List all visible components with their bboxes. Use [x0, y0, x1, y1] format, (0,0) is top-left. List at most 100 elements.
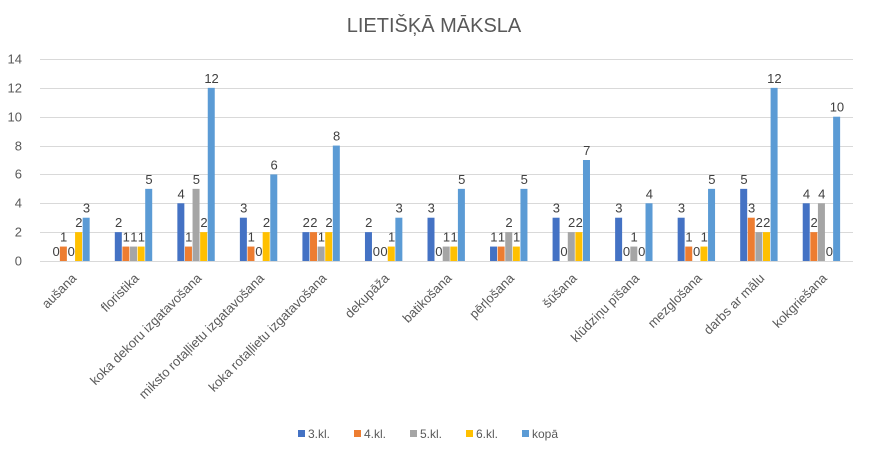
legend-label: 4.kl. — [364, 427, 386, 441]
data-label: 3 — [240, 201, 247, 216]
data-label: 2 — [75, 215, 82, 230]
bar — [567, 232, 575, 261]
bar — [497, 246, 505, 261]
y-tick-label: 8 — [15, 139, 22, 154]
bar — [810, 232, 818, 261]
data-label: 2 — [568, 215, 575, 230]
legend-item: 4.kl. — [354, 427, 386, 441]
bar — [427, 217, 435, 261]
x-category-label: floristika — [98, 270, 143, 315]
data-label: 2 — [576, 215, 583, 230]
bar — [582, 160, 590, 261]
y-tick-label: 12 — [8, 81, 22, 96]
bar — [802, 203, 810, 261]
bar — [762, 232, 770, 261]
legend-label: 6.kl. — [476, 427, 498, 441]
data-label: 1 — [248, 230, 255, 245]
data-label: 5 — [740, 172, 747, 187]
legend-item: 6.kl. — [466, 427, 498, 441]
bar — [708, 188, 716, 261]
data-label: 0 — [638, 244, 645, 259]
bar — [184, 246, 192, 261]
data-label: 1 — [123, 230, 130, 245]
data-label: 0 — [373, 244, 380, 259]
legend-item: kopā — [522, 427, 558, 441]
legend-swatch — [466, 430, 473, 437]
data-label: 1 — [498, 230, 505, 245]
data-label: 5 — [708, 172, 715, 187]
bar — [317, 246, 325, 261]
legend-label: kopā — [532, 427, 558, 441]
data-label: 4 — [818, 186, 825, 201]
data-label: 2 — [763, 215, 770, 230]
x-category-label: mezglošana — [645, 270, 706, 331]
bar — [200, 232, 208, 261]
data-label: 3 — [428, 201, 435, 216]
bar — [75, 232, 83, 261]
data-label: 1 — [631, 230, 638, 245]
x-category-label: pērļošana — [466, 270, 518, 322]
data-label: 2 — [325, 215, 332, 230]
bar — [552, 217, 560, 261]
data-label: 3 — [615, 201, 622, 216]
y-tick-label: 6 — [15, 167, 22, 182]
bar — [239, 217, 247, 261]
legend-label: 5.kl. — [420, 427, 442, 441]
bar — [685, 246, 693, 261]
bar — [817, 203, 825, 261]
bar — [615, 217, 623, 261]
legend-item: 5.kl. — [410, 427, 442, 441]
bar — [677, 217, 685, 261]
data-label: 1 — [185, 230, 192, 245]
bar — [575, 232, 583, 261]
data-label: 1 — [701, 230, 708, 245]
bar — [177, 203, 185, 261]
x-category-label: dekupāža — [342, 270, 393, 321]
y-axis-ticks: 0 2 4 6 8 10 12 14 — [8, 52, 22, 269]
data-label: 1 — [138, 230, 145, 245]
x-category-label: šūšana — [539, 270, 580, 311]
legend-swatch — [298, 430, 305, 437]
data-label: 2 — [263, 215, 270, 230]
data-label: 0 — [52, 244, 59, 259]
bar — [192, 188, 200, 261]
data-label: 0 — [435, 244, 442, 259]
x-category-label: koka rotaļlietu izgatavošana — [205, 270, 330, 395]
data-label: 3 — [396, 201, 403, 216]
bar — [630, 246, 638, 261]
data-label: 1 — [318, 230, 325, 245]
bar — [270, 174, 278, 261]
bar — [82, 217, 90, 261]
data-label: 0 — [255, 244, 262, 259]
gridlines — [40, 59, 853, 262]
data-label: 12 — [204, 71, 218, 86]
data-label: 3 — [748, 201, 755, 216]
bar — [442, 246, 450, 261]
x-category-label: kokgriešana — [770, 270, 831, 331]
bar — [457, 188, 465, 261]
data-label: 3 — [553, 201, 560, 216]
bar — [490, 246, 498, 261]
bar — [137, 246, 145, 261]
data-label: 2 — [310, 215, 317, 230]
bar — [747, 217, 755, 261]
bar — [755, 232, 763, 261]
data-label: 12 — [767, 71, 781, 86]
bar — [740, 188, 748, 261]
data-label: 2 — [365, 215, 372, 230]
data-label: 1 — [130, 230, 137, 245]
data-label: 5 — [145, 172, 152, 187]
legend-item: 3.kl. — [298, 427, 330, 441]
data-label: 0 — [380, 244, 387, 259]
x-category-label: aušana — [39, 270, 80, 311]
bar — [59, 246, 67, 261]
data-label: 5 — [193, 172, 200, 187]
data-label: 2 — [756, 215, 763, 230]
bar — [520, 188, 528, 261]
data-label: 10 — [830, 100, 844, 115]
x-category-label: darbs ar mālu — [701, 271, 768, 338]
bar — [512, 246, 520, 261]
